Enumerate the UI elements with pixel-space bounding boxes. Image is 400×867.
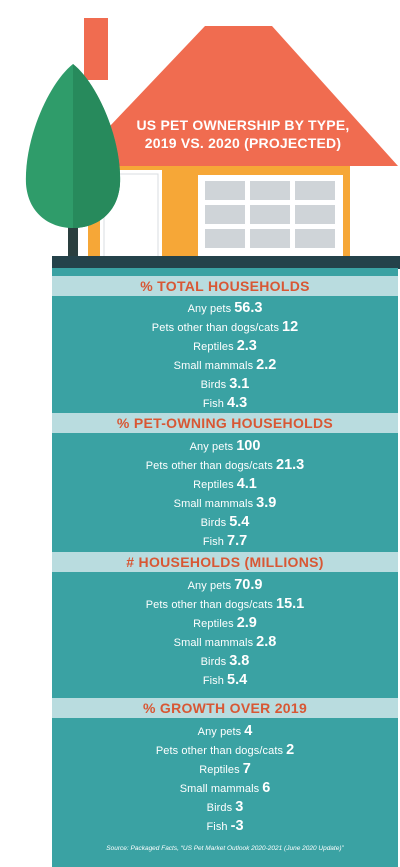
row-label: Birds [200,517,227,529]
section-heading-total-households: % TOTAL HOUSEHOLDS [52,276,398,296]
row-value: 5.4 [227,672,248,688]
section-rows-pet-owning-households: Any pets 100 Pets other than dogs/cats 21.… [52,436,398,550]
row-label: Pets other than dogs/cats [151,322,280,334]
row-value: 2 [286,742,295,758]
row-label: Birds [206,802,233,814]
row-value: -3 [230,818,244,834]
row-label: Fish [202,398,224,410]
row-label: Small mammals [179,783,260,795]
section-heading-growth-over-2019: % GROWTH OVER 2019 [52,698,398,718]
infographic-title: US PET OWNERSHIP BY TYPE, 2019 VS. 2020 … [118,116,368,152]
row-label: Any pets [187,580,232,592]
row-value: 4.1 [236,476,257,492]
row-value: 3.8 [229,653,250,669]
table-row: Reptiles 4.1 [52,474,398,493]
source-note: Source: Packaged Facts, “US Pet Market O… [106,845,344,852]
row-value: 3.1 [229,376,250,392]
table-row: Reptiles 2.3 [52,336,398,355]
row-value: 70.9 [234,577,263,593]
row-value: 56.3 [234,300,263,316]
row-label: Reptiles [193,479,234,491]
row-label: Birds [200,656,227,668]
row-label: Fish [202,675,224,687]
section-rows-growth-over-2019: Any pets 4 Pets other than dogs/cats 2 Rep… [52,721,398,835]
row-value: 3.9 [256,495,277,511]
row-value: 21.3 [276,457,305,473]
row-label: Reptiles [199,764,240,776]
table-row: Pets other than dogs/cats 15.1 [52,594,398,613]
row-label: Fish [202,536,224,548]
tree-trunk [68,196,78,262]
table-row: Fish 5.4 [52,670,398,689]
table-row: Fish -3 [52,816,398,835]
table-row: Birds 3.1 [52,374,398,393]
roof [72,26,398,166]
table-row: Pets other than dogs/cats 12 [52,317,398,336]
title-line-2: 2019 VS. 2020 (PROJECTED) [144,135,342,151]
row-value: 7.7 [227,533,248,549]
table-row: Pets other than dogs/cats 2 [52,740,398,759]
table-row: Any pets 100 [52,436,398,455]
table-row: Any pets 4 [52,721,398,740]
table-row: Birds 3 [52,797,398,816]
section-rows-households-millions: Any pets 70.9 Pets other than dogs/cats 15… [52,575,398,689]
row-value: 12 [282,319,299,335]
row-value: 4.3 [227,395,248,411]
row-label: Pets other than dogs/cats [145,599,273,611]
row-value: 5.4 [229,514,250,530]
row-value: 3 [235,799,244,815]
chimney [84,18,108,80]
table-row: Any pets 70.9 [52,575,398,594]
row-label: Birds [200,379,227,391]
row-label: Pets other than dogs/cats [145,460,273,472]
row-label: Fish [206,821,228,833]
row-value: 2.3 [236,338,257,354]
table-row: Fish 7.7 [52,531,398,550]
table-row: Pets other than dogs/cats 21.3 [52,455,398,474]
table-row: Reptiles 2.9 [52,613,398,632]
row-value: 2.8 [256,634,277,650]
row-label: Any pets [189,441,234,453]
row-label: Reptiles [193,618,234,630]
table-row: Birds 3.8 [52,651,398,670]
row-label: Small mammals [173,498,254,510]
table-row: Small mammals 2.8 [52,632,398,651]
row-label: Small mammals [173,637,254,649]
row-value: 2.2 [256,357,277,373]
row-value: 7 [242,761,251,777]
row-value: 6 [262,780,271,796]
section-rows-total-households: Any pets 56.3 Pets other than dogs/cats 12… [52,298,398,412]
row-label: Any pets [187,303,232,315]
row-value: 4 [244,723,253,739]
garage-panels [205,181,335,248]
foundation [52,256,400,269]
row-label: Small mammals [173,360,254,372]
row-label: Reptiles [193,341,234,353]
row-value: 2.9 [236,615,257,631]
table-row: Reptiles 7 [52,759,398,778]
title-line-1: US PET OWNERSHIP BY TYPE, [136,117,350,133]
row-label: Pets other than dogs/cats [155,745,284,757]
house-graphic [25,18,400,269]
table-row: Small mammals 6 [52,778,398,797]
table-row: Small mammals 3.9 [52,493,398,512]
table-row: Any pets 56.3 [52,298,398,317]
table-row: Small mammals 2.2 [52,355,398,374]
house-illustration: US PET OWNERSHIP BY TYPE, 2019 VS. 2020 … [0,0,400,270]
row-value: 15.1 [276,596,305,612]
table-row: Birds 5.4 [52,512,398,531]
table-row: Fish 4.3 [52,393,398,412]
section-heading-households-millions: # HOUSEHOLDS (MILLIONS) [52,552,398,572]
section-heading-pet-owning-households: % PET-OWNING HOUSEHOLDS [52,413,398,433]
row-label: Any pets [197,726,242,738]
row-value: 100 [236,438,261,454]
data-panel: % TOTAL HOUSEHOLDS Any pets 56.3 Pets oth… [52,268,398,867]
